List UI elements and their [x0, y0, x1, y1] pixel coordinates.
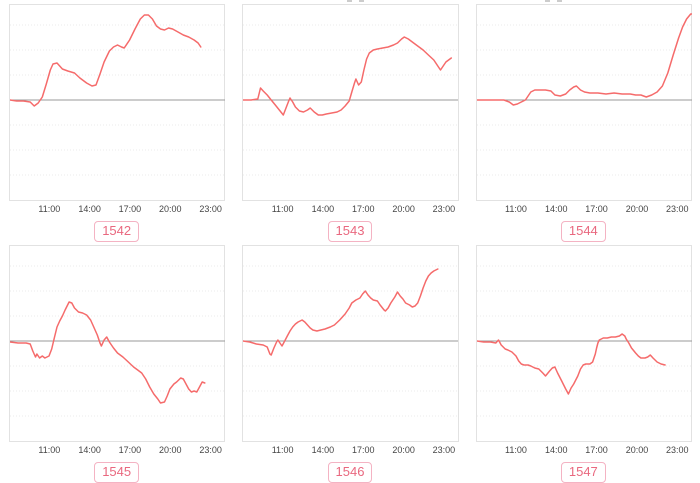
- chart-plot: [242, 4, 459, 201]
- x-axis: 11:00 14:00 17:00 20:00 23:00: [476, 203, 692, 216]
- x-tick-label: 11:00: [505, 204, 527, 214]
- line-chart: [476, 265, 692, 417]
- chart-badge[interactable]: 1542: [94, 221, 140, 242]
- x-tick-label: 14:00: [78, 445, 101, 455]
- line-series: [243, 268, 439, 356]
- chart-cell: 11:00 14:00 17:00 20:00 23:00 1547: [467, 241, 700, 483]
- x-tick-label: 23:00: [432, 204, 456, 214]
- chart-plot: [9, 4, 226, 201]
- x-tick-label: 17:00: [118, 204, 142, 214]
- x-tick-label: 14:00: [544, 445, 568, 455]
- x-tick-label: 17:00: [585, 445, 608, 455]
- badge-row: 1545: [0, 462, 233, 483]
- x-tick-label: 23:00: [665, 445, 689, 455]
- x-axis: 11:00 14:00 17:00 20:00 23:00: [242, 444, 458, 457]
- line-chart: [10, 14, 225, 176]
- badge-row: 1543: [233, 221, 466, 242]
- badge-row: 1542: [0, 221, 233, 242]
- line-series: [476, 333, 666, 395]
- chart-badge[interactable]: 1544: [560, 221, 606, 242]
- clipped-title-fragment: [544, 0, 550, 2]
- chart-badge[interactable]: 1543: [327, 221, 373, 242]
- x-axis: 11:00 14:00 17:00 20:00 23:00: [476, 444, 692, 457]
- chart-cell: 11:00 14:00 17:00 20:00 23:00 1543: [233, 0, 466, 242]
- x-tick-label: 14:00: [78, 204, 101, 214]
- x-tick-label: 23:00: [432, 445, 456, 455]
- x-tick-label: 14:00: [311, 445, 335, 455]
- chart-cell: 11:00 14:00 17:00 20:00 23:00 1544: [467, 0, 700, 242]
- clipped-title-fragment: [556, 0, 562, 2]
- x-tick-label: 17:00: [351, 445, 375, 455]
- chart-cell: 11:00 14:00 17:00 20:00 23:00 1545: [0, 241, 233, 483]
- x-tick-label: 20:00: [159, 204, 182, 214]
- x-tick-label: 20:00: [625, 445, 649, 455]
- badge-row: 1547: [467, 462, 700, 483]
- x-tick-label: 17:00: [118, 445, 142, 455]
- line-series: [10, 14, 202, 107]
- chart-badge[interactable]: 1545: [94, 462, 140, 483]
- x-axis: 11:00 14:00 17:00 20:00 23:00: [242, 203, 458, 216]
- x-tick-label: 23:00: [665, 204, 689, 214]
- x-tick-label: 14:00: [311, 204, 335, 214]
- x-tick-label: 23:00: [199, 204, 222, 214]
- x-tick-label: 14:00: [544, 204, 568, 214]
- line-chart: [10, 265, 225, 417]
- line-series: [10, 301, 206, 404]
- x-axis: 11:00 14:00 17:00 20:00 23:00: [9, 203, 225, 216]
- chart-plot: [242, 245, 459, 442]
- x-tick-label: 11:00: [505, 445, 527, 455]
- chart-badge[interactable]: 1546: [327, 462, 373, 483]
- x-axis: 11:00 14:00 17:00 20:00 23:00: [9, 444, 225, 457]
- x-tick-label: 23:00: [199, 445, 222, 455]
- line-series: [476, 13, 692, 106]
- x-tick-label: 20:00: [392, 204, 415, 214]
- line-series: [243, 36, 453, 116]
- chart-plot: [9, 245, 226, 442]
- chart-cell: 11:00 14:00 17:00 20:00 23:00 1546: [233, 241, 466, 483]
- chart-cell: 11:00 14:00 17:00 20:00 23:00 1542: [0, 0, 233, 242]
- x-tick-label: 11:00: [38, 204, 61, 214]
- chart-plot: [475, 245, 692, 442]
- clipped-title-fragment: [359, 0, 365, 2]
- badge-row: 1546: [233, 462, 466, 483]
- x-tick-label: 20:00: [392, 445, 415, 455]
- line-chart: [476, 13, 692, 176]
- line-chart: [243, 265, 459, 417]
- chart-badge[interactable]: 1547: [560, 462, 606, 483]
- x-tick-label: 11:00: [271, 204, 294, 214]
- chart-plot: [475, 4, 692, 201]
- line-chart: [243, 24, 459, 176]
- badge-row: 1544: [467, 221, 700, 242]
- clipped-title-fragment: [347, 0, 353, 2]
- x-tick-label: 17:00: [585, 204, 608, 214]
- x-tick-label: 11:00: [38, 445, 61, 455]
- x-tick-label: 20:00: [159, 445, 182, 455]
- x-tick-label: 11:00: [271, 445, 294, 455]
- x-tick-label: 17:00: [351, 204, 375, 214]
- x-tick-label: 20:00: [625, 204, 649, 214]
